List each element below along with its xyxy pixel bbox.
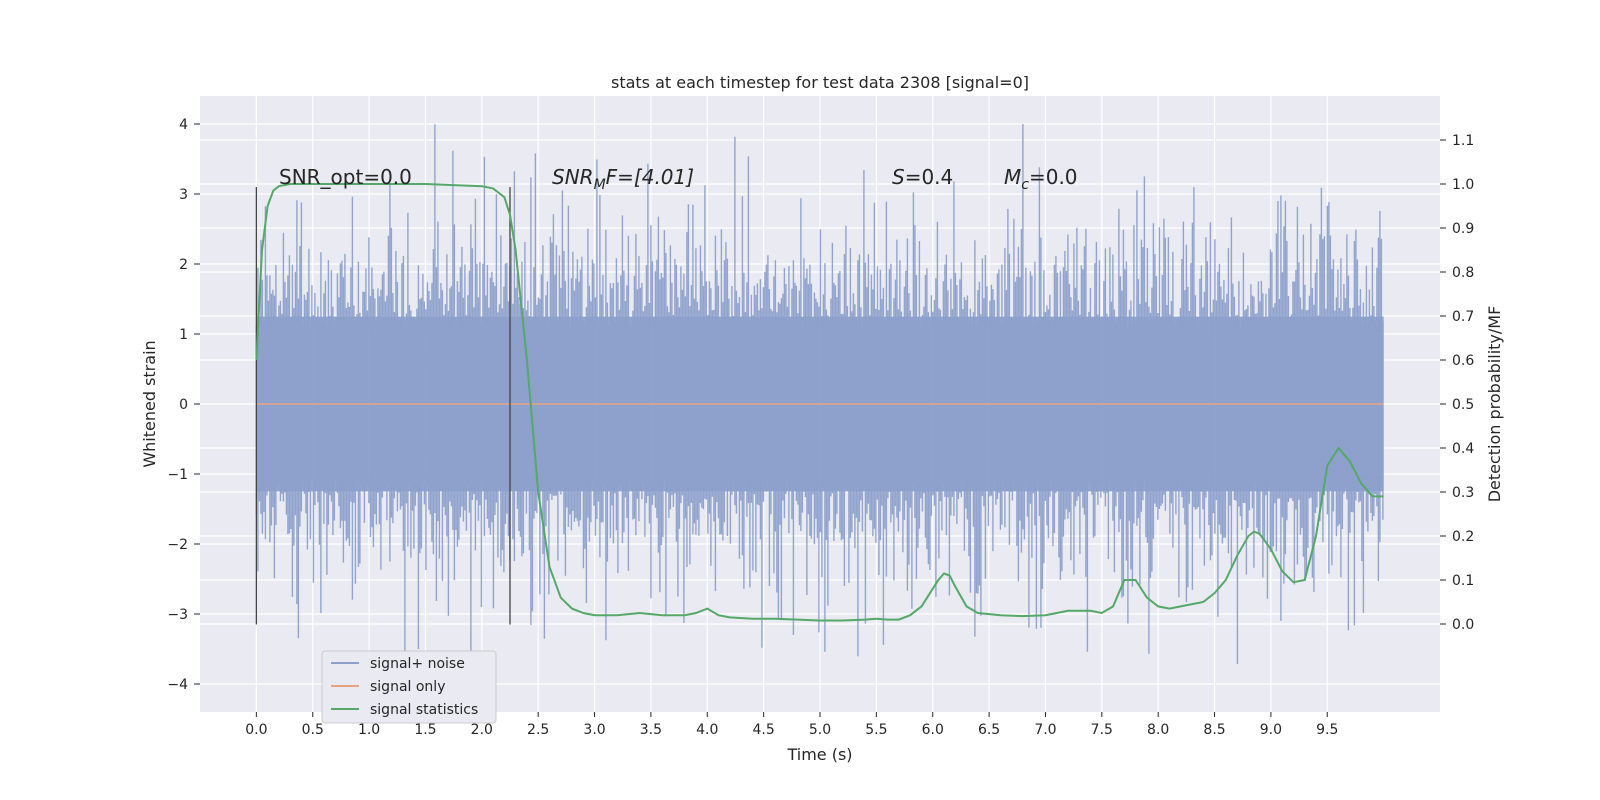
vertical-markers — [255, 187, 511, 625]
x-tick-label: 1.5 — [414, 722, 436, 738]
x-tick-label: 0.0 — [245, 722, 267, 738]
y-tick-label: −2 — [167, 537, 188, 553]
right-tick-label: 0.9 — [1452, 221, 1474, 237]
x-tick-label: 6.0 — [922, 722, 944, 738]
y-tick-label: 4 — [179, 117, 188, 133]
x-tick-label: 7.0 — [1034, 722, 1056, 738]
y-tick-label: 0 — [179, 397, 188, 413]
right-tick-label: 0.3 — [1452, 485, 1474, 501]
x-tick-label: 7.5 — [1091, 722, 1113, 738]
right-tick-label: 0.1 — [1452, 573, 1474, 589]
right-tick-label: 0.5 — [1452, 397, 1474, 413]
right-tick-label: 0.4 — [1452, 441, 1474, 457]
x-tick-label: 2.5 — [527, 722, 549, 738]
y-tick-label: −1 — [167, 467, 188, 483]
y-axis-ticks: 4 3 2 1 0 −1 −2 −3 −4 — [167, 117, 200, 693]
right-tick-label: 1.1 — [1452, 133, 1474, 149]
right-tick-label: 0.8 — [1452, 265, 1474, 281]
x-tick-label: 9.5 — [1316, 722, 1338, 738]
right-tick-label: 0.2 — [1452, 529, 1474, 545]
y-tick-label: −3 — [167, 607, 188, 623]
x-tick-label: 4.0 — [696, 722, 718, 738]
x-tick-label: 9.0 — [1260, 722, 1282, 738]
annotation-snr-opt: SNR_opt=0.0 — [279, 165, 412, 189]
x-tick-label: 6.5 — [978, 722, 1000, 738]
x-tick-label: 8.0 — [1147, 722, 1169, 738]
x-tick-label: 1.0 — [358, 722, 380, 738]
x-tick-label: 2.0 — [471, 722, 493, 738]
right-tick-label: 0.7 — [1452, 309, 1474, 325]
right-tick-label: 0.6 — [1452, 353, 1474, 369]
legend-label-statistics: signal statistics — [370, 702, 478, 718]
right-tick-label: 1.0 — [1452, 177, 1474, 193]
right-tick-label: 0.0 — [1452, 617, 1474, 633]
x-tick-label: 8.5 — [1203, 722, 1225, 738]
y-tick-label: 3 — [179, 187, 188, 203]
right-axis-label: Detection probability/MF — [1485, 306, 1504, 503]
legend-label-noise: signal+ noise — [370, 656, 465, 672]
chart-title: stats at each timestep for test data 230… — [611, 73, 1029, 92]
y-tick-label: −4 — [167, 677, 188, 693]
x-axis-label: Time (s) — [786, 745, 852, 764]
x-tick-label: 3.0 — [583, 722, 605, 738]
right-axis-ticks: 1.1 1.0 0.9 0.8 0.7 0.6 0.5 0.4 0.3 0.2 0.1 0.0 — [1440, 133, 1474, 633]
annotation-snr-mf: SNRMF=[4.01] — [552, 165, 694, 193]
y-tick-label: 1 — [179, 327, 188, 343]
y-tick-label: 2 — [179, 257, 188, 273]
x-tick-label: 0.5 — [302, 722, 324, 738]
x-tick-label: 3.5 — [640, 722, 662, 738]
legend-box — [321, 650, 497, 724]
series-signal-statistics — [255, 183, 1384, 622]
x-tick-label: 4.5 — [753, 722, 775, 738]
legend: signal+ noise signal only signal statist… — [321, 650, 497, 724]
x-tick-label: 5.0 — [809, 722, 831, 738]
x-tick-label: 5.5 — [865, 722, 887, 738]
legend-label-signal-only: signal only — [370, 679, 445, 695]
y-axis-label: Whitened strain — [140, 340, 159, 467]
annotation-mc: Mc=0.0 — [1004, 165, 1078, 193]
annotation-s: S=0.4 — [892, 165, 953, 189]
x-axis-ticks: 0.0 0.5 1.0 1.5 2.0 2.5 3.0 3.5 4.0 4.5 5.0 5.5 6.0 6… — [245, 712, 1338, 738]
